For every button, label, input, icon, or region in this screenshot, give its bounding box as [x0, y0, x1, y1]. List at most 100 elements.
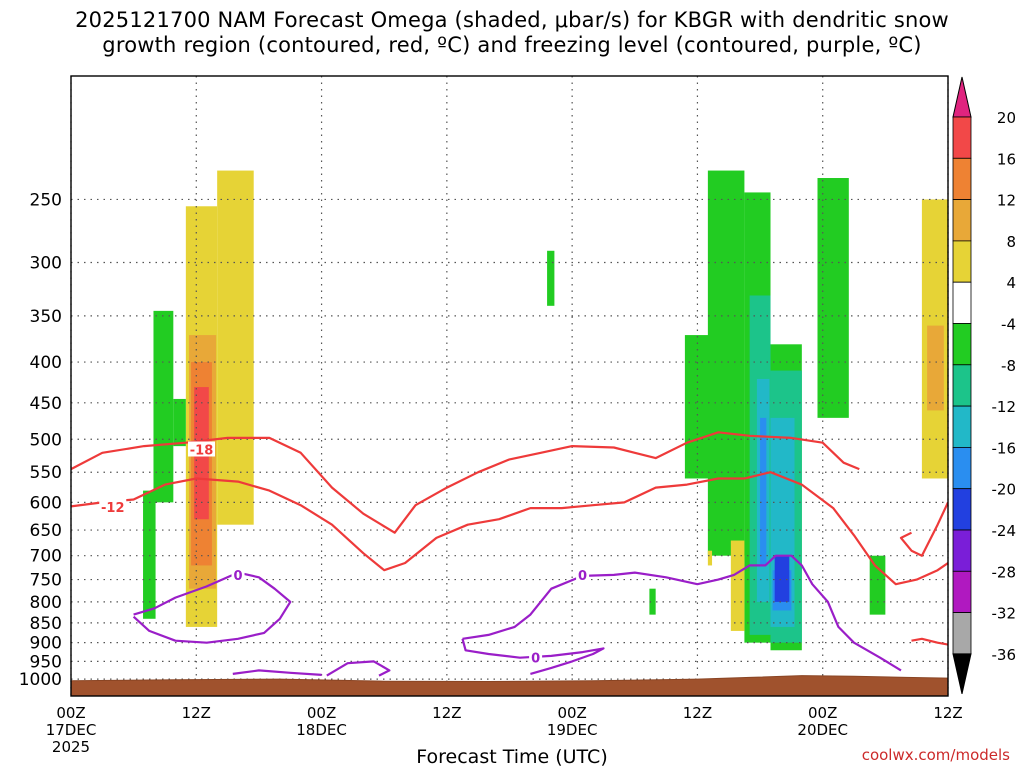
y-tick-label-600: 600: [30, 493, 62, 513]
x-tick-label-24-line1: 00Z: [307, 704, 336, 722]
omega-cell-8: [547, 250, 555, 306]
contour-freezing-bump: [326, 660, 391, 677]
omega-cell-20: [760, 417, 767, 566]
omega-cell-22: [774, 555, 790, 602]
terrain-fill: [71, 675, 948, 696]
contour-label-freezing-main-west: 0: [234, 569, 243, 584]
chart-title-line-1: 2025121700 NAM Forecast Omega (shaded, μ…: [75, 8, 949, 32]
y-tick-label-700: 700: [30, 547, 62, 567]
contour-label-dendritic-minus18: -18: [190, 443, 214, 458]
colorbar-label-1: 16: [997, 150, 1016, 168]
contour-label-bg-freezing-main-west: [231, 566, 245, 582]
colorbar-label-13: -36: [992, 646, 1017, 664]
x-tick-label-24-line2: 18DEC: [296, 721, 347, 739]
colorbar-label-11: -28: [992, 563, 1017, 581]
contour-freezing-main-west: [132, 571, 292, 644]
colorbar-swatch-10: [952, 488, 972, 531]
y-tick-label-950: 950: [30, 652, 62, 672]
omega-cell-1: [217, 170, 254, 525]
colorbar-label-5: -4: [1001, 316, 1016, 334]
contour-dendritic-minus12: [71, 471, 948, 586]
y-tick-label-250: 250: [30, 190, 62, 210]
omega-cell-6: [143, 490, 156, 619]
x-tick-label-0-line2: 17DEC: [46, 721, 97, 739]
omega-cell-5: [153, 310, 174, 503]
y-tick-label-350: 350: [30, 307, 62, 327]
contour-label-bg-dendritic-minus12: [99, 498, 127, 514]
y-tick-label-450: 450: [30, 394, 62, 414]
omega-cell-24: [707, 550, 713, 566]
omega-cell-10: [707, 170, 745, 556]
y-tick-label-400: 400: [30, 353, 62, 373]
x-tick-label-48-line2: 19DEC: [547, 721, 598, 739]
x-tick-label-0-line1: 00Z: [56, 704, 85, 722]
x-tick-label-72-line2: 20DEC: [797, 721, 848, 739]
colorbar-swatch-4: [952, 240, 972, 283]
colorbar-label-12: -32: [992, 605, 1017, 623]
colorbar-label-8: -16: [992, 439, 1017, 457]
colorbar-label-4: 4: [1006, 274, 1016, 292]
x-tick-label-48-line1: 00Z: [557, 704, 586, 722]
credit-text: coolwx.com/models: [861, 746, 1010, 764]
omega-shading: [143, 170, 948, 651]
temperature-contours: -18 -12 0 0 0: [71, 431, 948, 677]
omega-cell-9: [684, 335, 710, 479]
colorbar-swatch-13: [952, 612, 972, 655]
terrain-surface: [71, 675, 948, 696]
y-tick-label-300: 300: [30, 254, 62, 274]
x-axis-title: Forecast Time (UTC): [416, 746, 608, 768]
omega-cell-15: [649, 588, 656, 615]
contour-label-dendritic-minus12: -12: [101, 501, 125, 516]
colorbar-swatch-11: [952, 529, 972, 572]
colorbar-label-6: -8: [1001, 357, 1016, 375]
colorbar-label-9: -20: [992, 481, 1017, 499]
contour-freezing-near-surface: [232, 669, 322, 676]
colorbar: 20 16 12 8 4 -4 -8 -12 -16 -20 -24 -28 -32 -36: [952, 76, 1017, 695]
colorbar-swatch-3: [952, 199, 972, 242]
contour-dendritic-minus12-se: [911, 637, 948, 646]
y-tick-label-650: 650: [30, 521, 62, 541]
chart-title-line-2: growth region (contoured, red, ºC) and f…: [102, 33, 922, 57]
contour-label-bg-dendritic-minus18: [188, 441, 216, 457]
x-tick-label-72-line1: 00Z: [808, 704, 837, 722]
contour-label-bg-freezing-loop-low: [529, 649, 543, 665]
colorbar-swatch-9: [952, 446, 972, 490]
x-tick-label-12-line1: 12Z: [182, 704, 211, 722]
colorbar-swatch-2: [952, 157, 972, 201]
y-tick-label-800: 800: [30, 593, 62, 613]
colorbar-label-3: 8: [1006, 233, 1016, 251]
contour-dendritic-minus12-east: [899, 501, 948, 557]
contour-dendritic-minus18: [71, 431, 860, 534]
omega-cell-7: [173, 398, 186, 447]
contour-label-bg-freezing-main-east: [576, 566, 590, 582]
colorbar-swatch-5: [952, 281, 972, 324]
contour-label-freezing-main-east: 0: [578, 569, 587, 584]
y-tick-label-750: 750: [30, 571, 62, 591]
x-tick-label-60-line1: 12Z: [683, 704, 712, 722]
colorbar-swatch-1: [952, 116, 972, 159]
colorbar-swatch-6: [952, 323, 972, 366]
x-tick-label-84-line1: 12Z: [933, 704, 962, 722]
contour-freezing-main-east: [462, 554, 902, 672]
colorbar-label-0: 20: [997, 109, 1016, 127]
x-tick-label-36-line1: 12Z: [432, 704, 461, 722]
y-tick-label-500: 500: [30, 430, 62, 450]
colorbar-arrow-bottom: [952, 653, 972, 695]
x-tick-label-0-line3: 2025: [52, 738, 90, 756]
omega-cell-23: [730, 540, 745, 631]
colorbar-label-10: -24: [992, 522, 1017, 540]
colorbar-arrow-top: [952, 76, 972, 118]
colorbar-swatch-8: [952, 405, 972, 448]
colorbar-swatch-7: [952, 364, 972, 407]
y-tick-label-850: 850: [30, 614, 62, 634]
omega-cell-26: [927, 325, 944, 411]
contour-freezing-loop-low: [461, 638, 605, 675]
colorbar-label-2: 12: [997, 192, 1016, 210]
y-tick-label-550: 550: [30, 463, 62, 483]
contour-label-freezing-loop-low: 0: [531, 652, 540, 667]
y-tick-label-1000: 1000: [19, 670, 62, 690]
omega-cell-14: [869, 555, 886, 615]
